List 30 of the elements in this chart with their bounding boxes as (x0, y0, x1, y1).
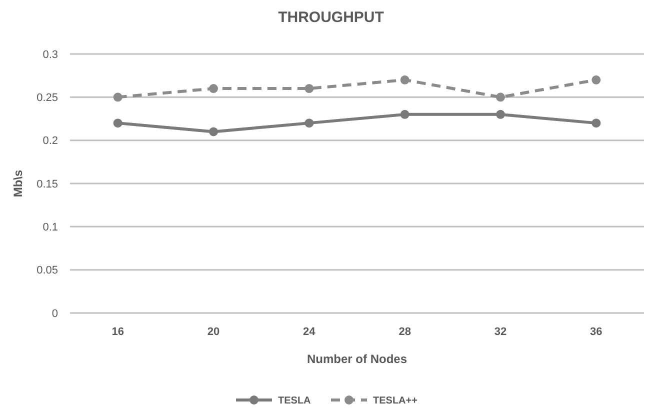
x-tick-label: 28 (398, 326, 411, 338)
point (304, 118, 314, 128)
y-tick-label: 0.05 (36, 264, 58, 277)
point (592, 118, 601, 128)
chart-title: THROUGHPUT (278, 9, 384, 26)
y-axis-title: Mb\s (11, 170, 25, 198)
point (400, 75, 410, 84)
x-tick-label: 16 (112, 326, 124, 338)
x-tick-label: 36 (590, 326, 602, 338)
y-tick-label: 0.3 (42, 48, 58, 61)
legend-label: TESLA (278, 396, 311, 406)
x-axis-title: Number of Nodes (306, 352, 408, 366)
y-tick-label: 0 (52, 308, 58, 320)
y-tick-label: 0.2 (42, 135, 58, 148)
y-tick-label: 0.1 (42, 222, 58, 234)
legend-label: TESLA++ (373, 396, 418, 406)
point (400, 110, 410, 119)
point (209, 127, 218, 136)
x-tick-label: 32 (494, 326, 507, 338)
point (113, 118, 122, 128)
point (496, 110, 505, 119)
point (496, 92, 505, 102)
x-tick-label: 24 (303, 326, 316, 338)
point (209, 84, 218, 94)
point (592, 75, 601, 84)
y-tick-label: 0.15 (36, 178, 58, 190)
y-tick-label: 0.25 (36, 92, 58, 104)
point (304, 84, 314, 94)
x-tick-label: 20 (207, 326, 220, 338)
point (113, 92, 122, 102)
